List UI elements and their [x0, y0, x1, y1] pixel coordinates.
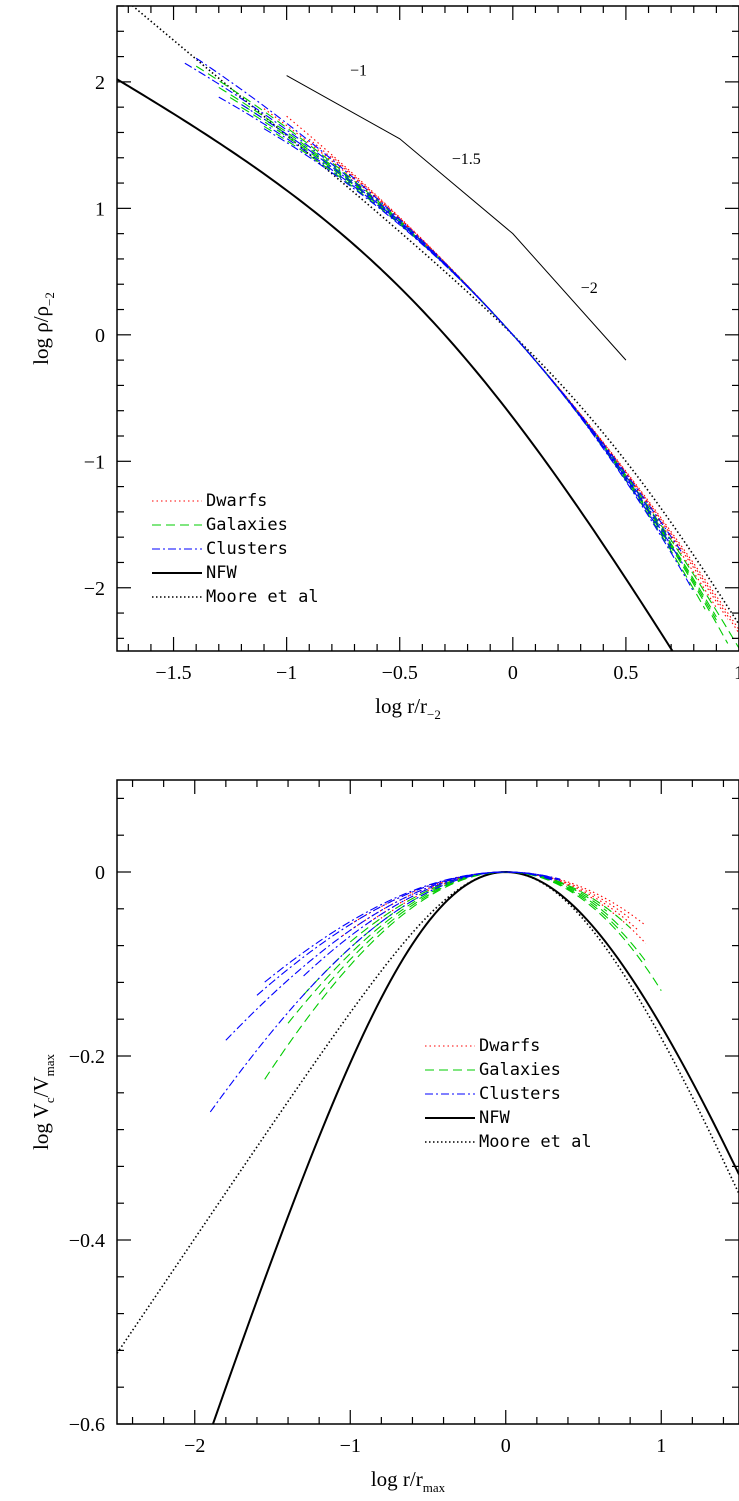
legend-label-nfw: NFW	[479, 1108, 510, 1128]
series-line-galaxies-1	[218, 86, 717, 618]
series-line-clusters-1	[184, 62, 672, 543]
x-axis-title: log r/rmax	[371, 1467, 446, 1495]
series-line-galaxies-4	[318, 871, 647, 995]
series-line-clusters-1	[209, 871, 553, 1113]
x-tick-label: −1	[276, 662, 297, 684]
legend-label-nfw: NFW	[206, 563, 237, 583]
series-line-galaxies-2	[287, 871, 623, 1024]
legend: Dwarfs Galaxies Clusters NFW Moore et al	[425, 1036, 592, 1152]
series-line-clusters-2	[225, 871, 561, 1041]
legend-label-clusters: Clusters	[479, 1084, 561, 1104]
x-tick-label: −1	[340, 1435, 361, 1457]
y-tick-label: −0.6	[69, 1414, 105, 1436]
series-line-clusters-5	[303, 871, 553, 977]
x-tick-label: 0	[501, 1435, 511, 1457]
x-tick-label: −0.5	[382, 662, 418, 684]
y-axis-title: log ρ/ρ−2	[29, 292, 57, 365]
series-line-moore	[117, 871, 739, 1354]
series-line-nfw	[117, 78, 674, 651]
series-line-dwarfs-1	[349, 871, 647, 926]
series-line-dwarfs-1	[286, 115, 739, 631]
slope-label: −1	[350, 63, 367, 80]
series-line-galaxies-5	[229, 97, 717, 621]
plot-frame	[116, 5, 739, 652]
x-tick-label: −2	[184, 1435, 205, 1457]
y-tick-label: −2	[84, 578, 105, 600]
slope-label: −1.5	[452, 151, 481, 168]
tick-marks	[117, 780, 739, 1425]
series-line-dwarfs-4	[373, 871, 647, 944]
series-line-dwarfs-2	[365, 871, 639, 931]
series-line-galaxies-2	[241, 106, 729, 644]
x-tick-label: 0	[508, 662, 518, 684]
series-line-dwarfs-2	[308, 138, 729, 620]
slope-label: −2	[581, 280, 598, 297]
y-tick-label: 1	[95, 198, 105, 220]
x-tick-label: 0.5	[613, 662, 638, 684]
series-line-clusters-4	[264, 871, 561, 983]
legend-label-moore: Moore et al	[479, 1132, 592, 1152]
y-tick-label: 0	[95, 325, 105, 347]
plot-frame	[116, 779, 739, 1425]
series-line-clusters-3	[218, 96, 672, 550]
velocity-profile-panel: −2 −1 0 1 0 −0.2 −0.4 −0.6 log r/rmax log Vc/Vmax…	[29, 779, 739, 1495]
series-line-clusters-2	[195, 57, 683, 554]
x-tick-label: 1	[656, 1435, 666, 1457]
x-tick-label: −1.5	[155, 662, 191, 684]
legend-label-clusters: Clusters	[206, 539, 288, 559]
slope-guide-line	[286, 75, 627, 361]
y-tick-label: −1	[84, 451, 105, 473]
y-tick-label: 2	[95, 72, 105, 94]
legend-label-dwarfs: Dwarfs	[206, 491, 267, 511]
tick-marks	[117, 5, 739, 651]
series-line-clusters-4	[241, 104, 683, 564]
plot-area	[117, 871, 739, 1424]
series-line-nfw	[211, 871, 739, 1424]
plot-area	[117, 6, 739, 651]
y-tick-label: −0.2	[69, 1046, 105, 1068]
legend-label-galaxies: Galaxies	[206, 515, 288, 535]
series-line-galaxies-5	[303, 871, 608, 996]
y-axis-title: log Vc/Vmax	[29, 1053, 57, 1150]
legend-label-moore: Moore et al	[206, 587, 319, 607]
series-line-clusters-3	[256, 871, 553, 996]
legend-label-galaxies: Galaxies	[479, 1060, 561, 1080]
series-line-moore	[131, 6, 739, 625]
y-tick-label: 0	[95, 862, 105, 884]
x-tick-label: 1	[734, 662, 739, 684]
series-line-galaxies-4	[263, 125, 706, 610]
legend: Dwarfs Galaxies Clusters NFW Moore et al	[152, 491, 319, 607]
y-tick-label: −0.4	[69, 1230, 105, 1252]
density-profile-panel: −1 −1.5 −2 −1.5 −1 −0.5 0 0.5 1 2 1 0 −1 −2 log r/r−2 l…	[29, 5, 739, 722]
series-line-clusters-5	[263, 128, 695, 593]
legend-label-dwarfs: Dwarfs	[479, 1036, 540, 1056]
series-line-dwarfs-3	[263, 108, 717, 609]
x-axis-title: log r/r−2	[375, 694, 441, 722]
